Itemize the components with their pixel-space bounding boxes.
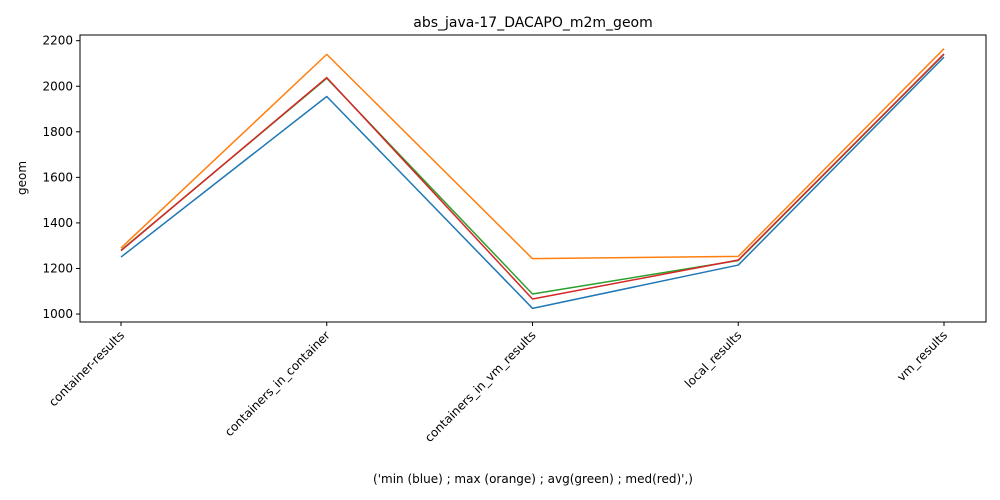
x-tick-label: containers_in_container: [222, 328, 333, 439]
x-tick-label: containers_in_vm_results: [422, 328, 539, 445]
x-axis-label: ('min (blue) ; max (orange) ; avg(green)…: [373, 472, 693, 486]
series-line-3: [120, 53, 945, 300]
y-tick-label: 1600: [42, 170, 73, 184]
y-tick-label: 1200: [42, 261, 73, 275]
plot-frame: [79, 34, 987, 323]
y-tick-label: 1800: [42, 125, 73, 139]
x-tick-label: container-results: [46, 328, 127, 409]
x-tick-label: vm_results: [894, 328, 950, 384]
chart-title: abs_java-17_DACAPO_m2m_geom: [413, 15, 653, 31]
y-axis-label: geom: [15, 161, 29, 195]
series-line-1: [120, 48, 945, 260]
series-line-0: [120, 56, 945, 310]
y-tick-label: 1400: [42, 216, 73, 230]
y-tick-label: 1000: [42, 307, 73, 321]
plot-lines: [120, 48, 945, 310]
y-tick-label: 2200: [42, 34, 73, 48]
x-axis: container-results containers_in_container…: [46, 322, 950, 445]
x-tick-label: local_results: [682, 328, 744, 390]
y-axis: 1000 1200 1400 1600 1800 2000 2200: [42, 34, 80, 321]
y-tick-label: 2000: [42, 79, 73, 93]
